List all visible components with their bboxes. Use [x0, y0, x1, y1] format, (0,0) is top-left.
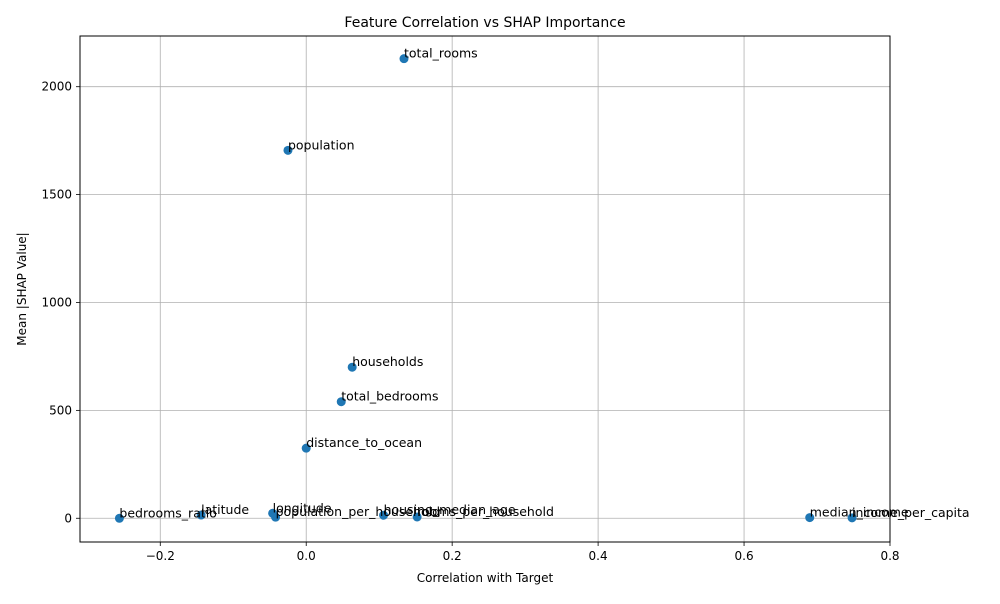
point-label: population — [288, 137, 355, 152]
data-point — [301, 443, 311, 453]
x-tick-label: 0.0 — [297, 549, 316, 563]
point-label: latitude — [201, 502, 249, 517]
data-point — [412, 512, 422, 522]
point-label: bedrooms_ratio — [119, 505, 216, 520]
data-point — [114, 513, 124, 523]
x-tick-label: 0.4 — [589, 549, 608, 563]
x-tick-label: 0.6 — [735, 549, 754, 563]
data-point — [805, 513, 815, 523]
y-tick-label: 500 — [49, 403, 72, 417]
y-tick-label: 2000 — [41, 80, 72, 94]
data-point — [347, 362, 357, 372]
data-point — [399, 54, 409, 64]
point-label: households — [352, 354, 423, 369]
y-tick-label: 1500 — [41, 188, 72, 202]
point-label: longitude — [273, 500, 332, 515]
x-axis-label: Correlation with Target — [417, 571, 554, 585]
data-point — [336, 397, 346, 407]
data-point — [196, 510, 206, 520]
point-label: median_income — [810, 505, 909, 520]
data-point — [379, 510, 389, 520]
y-tick-label: 0 — [64, 511, 72, 525]
y-axis-label: Mean |SHAP Value| — [15, 232, 29, 345]
grid — [80, 36, 891, 542]
data-point — [847, 513, 857, 523]
data-points — [114, 54, 857, 523]
axes-frame — [79, 35, 891, 543]
point-labels: total_rooms population households total_bed… — [119, 46, 969, 521]
data-point — [271, 512, 281, 522]
x-tick-label: −0.2 — [146, 549, 175, 563]
y-tick-label: 1000 — [41, 295, 72, 309]
point-label: population_per_household — [276, 504, 440, 519]
x-axis: −0.2 0.0 0.2 0.4 0.6 0.8 — [146, 542, 900, 563]
x-tick-label: 0.8 — [880, 549, 899, 563]
chart-title: Feature Correlation vs SHAP Importance — [344, 15, 625, 31]
data-point — [283, 145, 293, 155]
point-label: rooms_per_household — [417, 504, 554, 519]
point-label: housing_median_age — [384, 502, 516, 517]
point-label: income_per_capita — [852, 505, 970, 520]
point-label: total_rooms — [404, 46, 478, 61]
point-label: distance_to_ocean — [306, 435, 422, 450]
x-tick-label: 0.2 — [443, 549, 462, 563]
y-axis: 0 500 1000 1500 2000 — [41, 80, 80, 525]
point-label: total_bedrooms — [341, 389, 438, 404]
